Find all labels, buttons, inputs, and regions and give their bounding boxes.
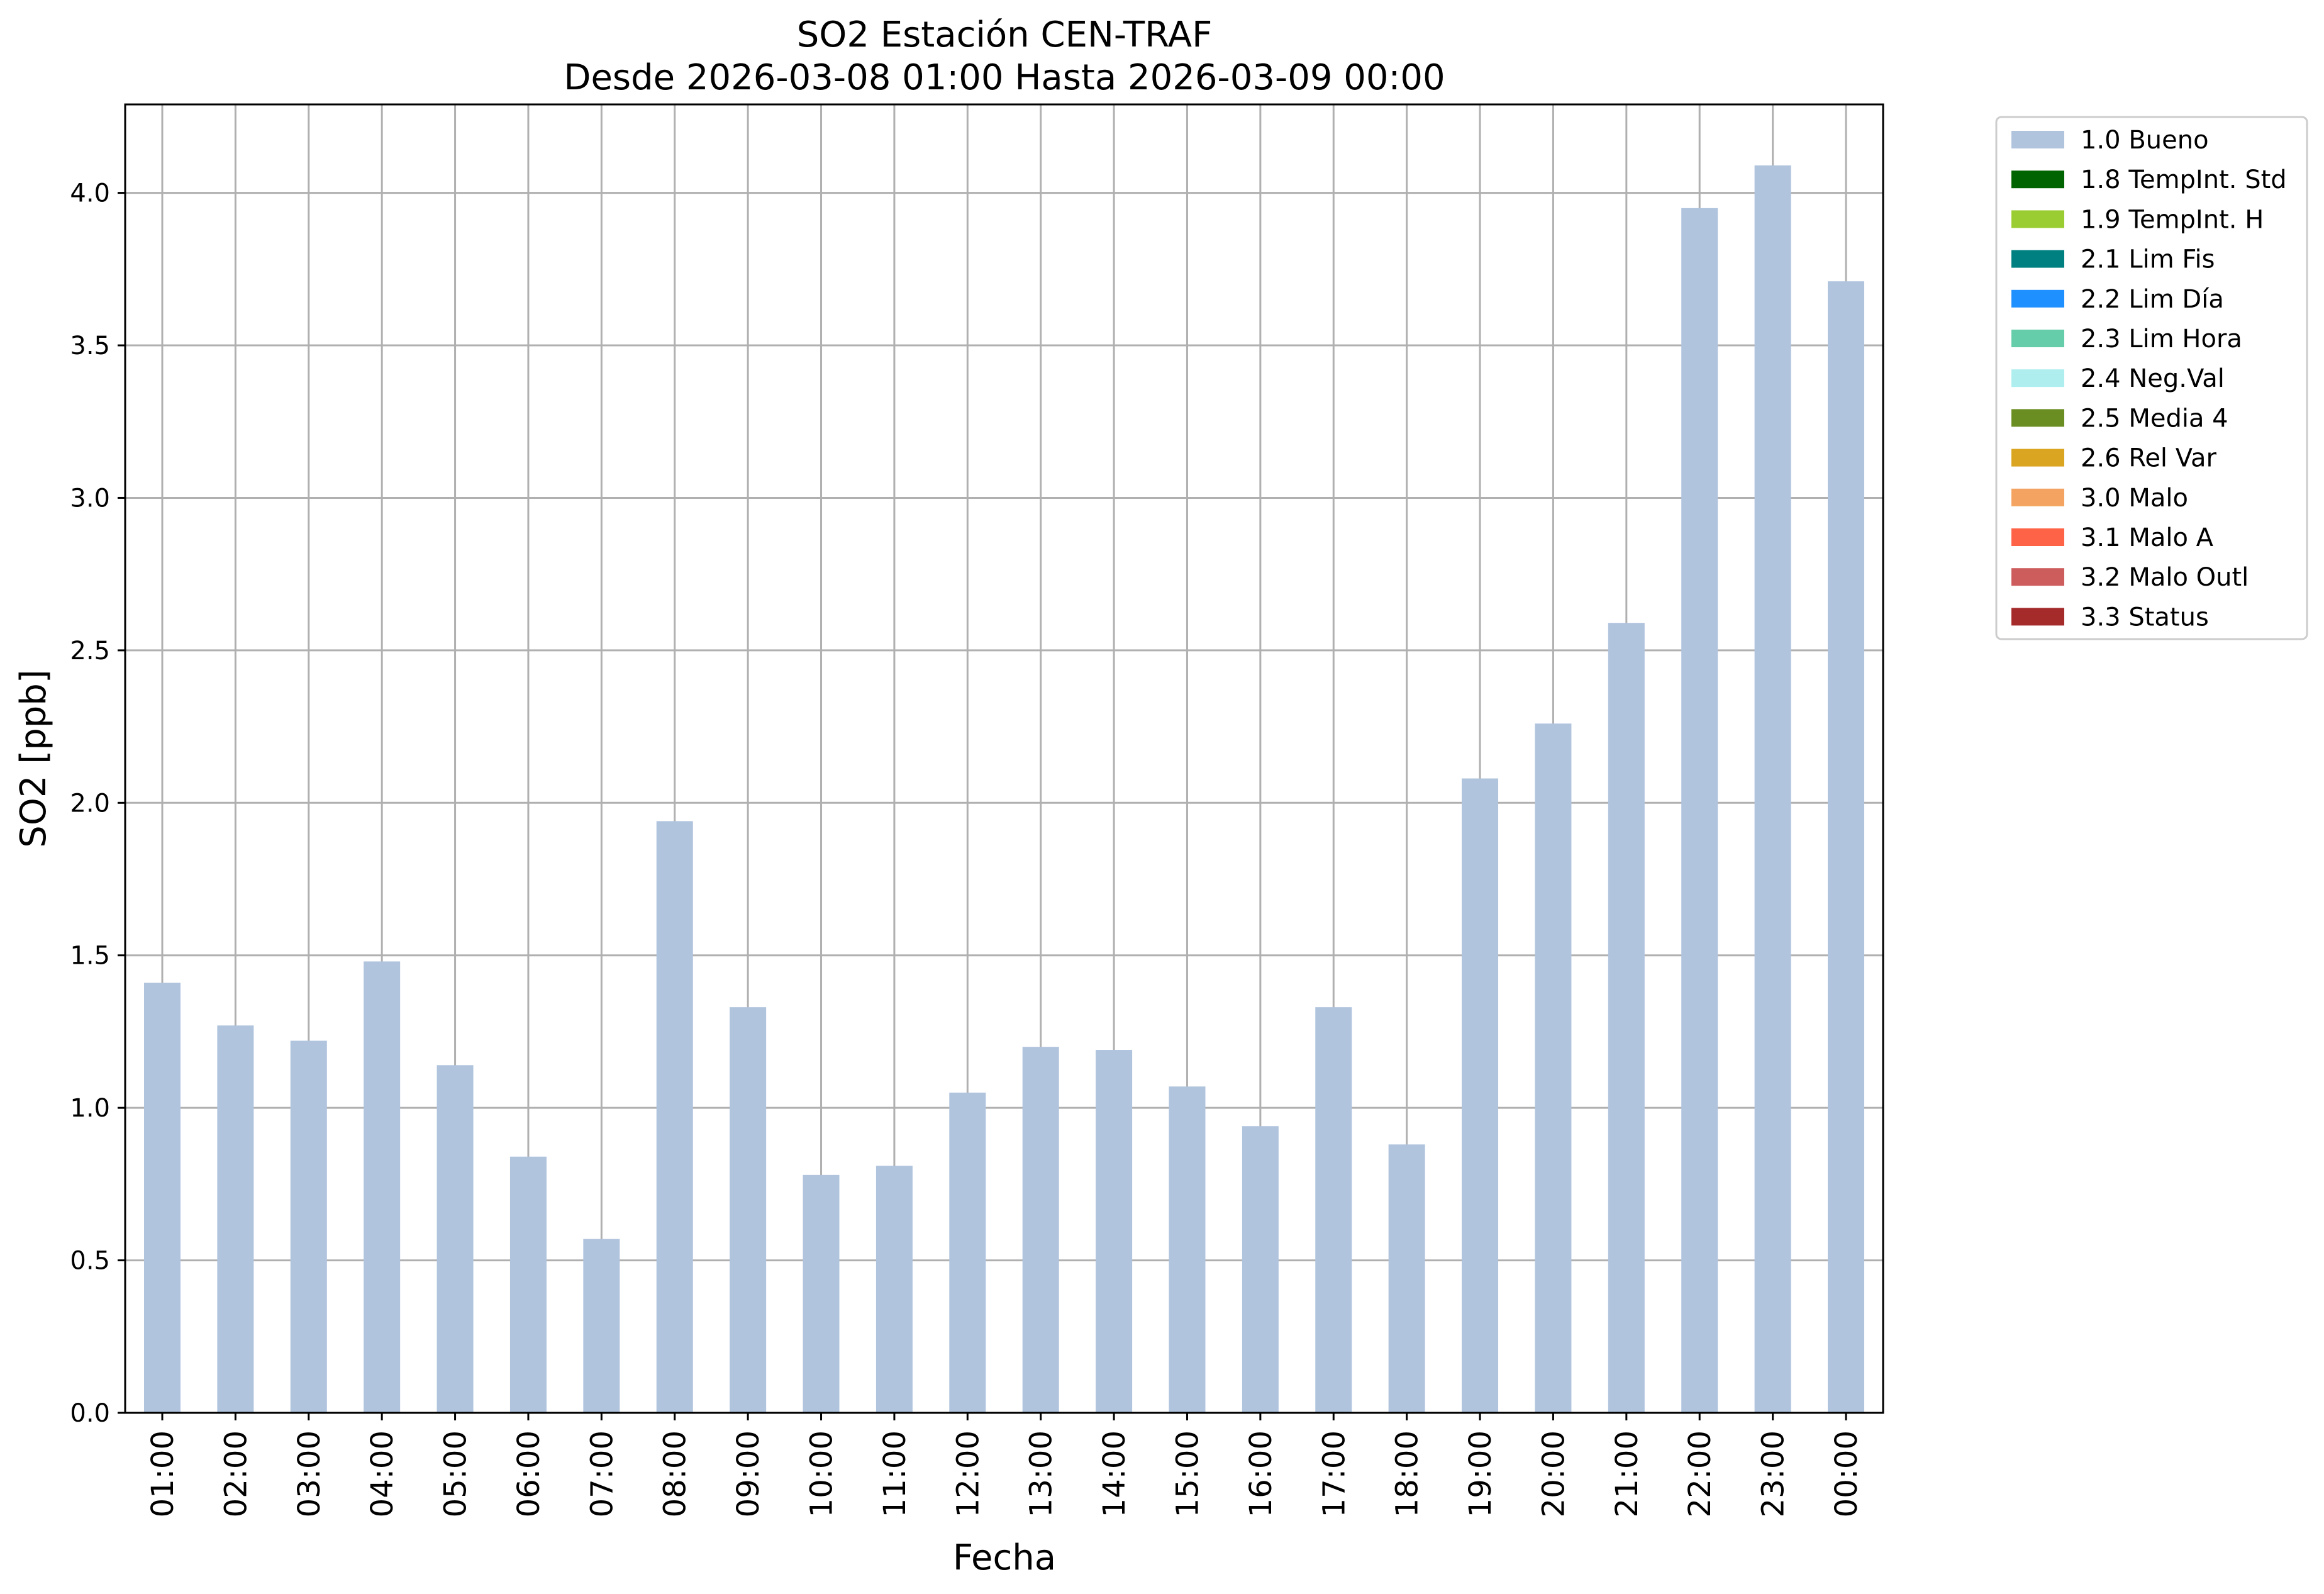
- y-tick-label: 2.0: [70, 789, 110, 818]
- x-tick-label: 13:00: [1024, 1430, 1059, 1517]
- y-tick-label: 1.5: [70, 942, 110, 971]
- legend-label: 2.5 Media 4: [2081, 404, 2228, 433]
- bar-0800: [656, 821, 693, 1413]
- bar-1400: [1096, 1050, 1133, 1413]
- legend-label: 2.1 Lim Fis: [2081, 245, 2215, 274]
- x-tick-label: 15:00: [1170, 1430, 1205, 1517]
- y-tick-label: 0.5: [70, 1247, 110, 1276]
- bar-1900: [1462, 778, 1499, 1413]
- legend-swatch: [2011, 131, 2064, 148]
- legend-label: 3.3 Status: [2081, 603, 2209, 632]
- bar-0200: [217, 1025, 254, 1413]
- legend-items: 1.0 Bueno 1.8 TempInt. Std 1.9 TempInt. H 2…: [2011, 126, 2287, 632]
- x-tick-label: 12:00: [950, 1430, 986, 1517]
- bar-1200: [949, 1092, 986, 1413]
- chart-title: SO2 Estación CEN-TRAF: [797, 14, 1213, 55]
- bar-1300: [1022, 1047, 1059, 1413]
- bar-1600: [1242, 1126, 1279, 1413]
- y-tick-label: 3.5: [70, 332, 110, 360]
- bar-2300: [1754, 165, 1791, 1413]
- y-tick-label: 1.0: [70, 1094, 110, 1123]
- legend-swatch: [2011, 289, 2064, 308]
- legend-swatch: [2011, 210, 2064, 228]
- x-tick-label: 04:00: [365, 1430, 400, 1517]
- x-tick-label: 01:00: [145, 1430, 181, 1517]
- x-axis-ticks: 01:00 02:00 03:00 04:00 05:00 06:00 07:00 08:00…: [145, 1413, 1864, 1517]
- x-tick-label: 21:00: [1610, 1430, 1645, 1517]
- legend-label: 1.0 Bueno: [2081, 126, 2209, 155]
- legend-swatch: [2011, 608, 2064, 626]
- legend-label: 2.4 Neg.Val: [2081, 364, 2225, 393]
- bar-1700: [1315, 1007, 1352, 1413]
- legend-label: 2.6 Rel Var: [2081, 444, 2217, 473]
- x-tick-label: 22:00: [1682, 1430, 1718, 1517]
- x-tick-label: 14:00: [1097, 1430, 1132, 1517]
- legend-label: 2.3 Lim Hora: [2081, 325, 2242, 354]
- bar-0600: [509, 1156, 547, 1413]
- y-tick-label: 0.0: [70, 1399, 110, 1428]
- plot-area-frame: [124, 103, 1884, 1414]
- legend-swatch: [2011, 449, 2064, 467]
- legend-swatch: [2011, 330, 2064, 347]
- legend-swatch: [2011, 528, 2064, 546]
- x-tick-label: 07:00: [584, 1430, 620, 1517]
- bar-0000: [1828, 281, 1864, 1413]
- legend-frame: [1995, 116, 2308, 640]
- plot-area-background: [125, 104, 1883, 1413]
- x-tick-label: 23:00: [1756, 1430, 1791, 1517]
- x-tick-label: 08:00: [658, 1430, 693, 1517]
- x-tick-label: 06:00: [511, 1430, 547, 1517]
- x-tick-label: 17:00: [1316, 1430, 1352, 1517]
- x-tick-label: 00:00: [1829, 1430, 1864, 1517]
- chart-subtitle: Desde 2026-03-08 01:00 Hasta 2026-03-09 …: [564, 57, 1445, 98]
- bar-1000: [803, 1174, 840, 1413]
- y-tick-label: 3.0: [70, 484, 110, 513]
- bar-0100: [144, 983, 181, 1413]
- legend-label: 1.8 TempInt. Std: [2081, 165, 2287, 194]
- bars: [144, 165, 1864, 1413]
- x-tick-label: 19:00: [1463, 1430, 1498, 1517]
- y-axis-label: SO2 [ppb]: [13, 669, 54, 847]
- y-tick-label: 4.0: [70, 179, 110, 208]
- x-tick-label: 03:00: [292, 1430, 327, 1517]
- bar-0700: [583, 1239, 620, 1413]
- x-tick-label: 09:00: [731, 1430, 766, 1517]
- bar-1800: [1388, 1144, 1425, 1413]
- legend-swatch: [2011, 409, 2064, 427]
- legend-swatch: [2011, 488, 2064, 506]
- x-tick-label: 11:00: [877, 1430, 913, 1517]
- legend: 1.0 Bueno 1.8 TempInt. Std 1.9 TempInt. H 2…: [1995, 116, 2308, 640]
- x-tick-label: 05:00: [438, 1430, 474, 1517]
- x-tick-label: 02:00: [218, 1430, 253, 1517]
- legend-swatch: [2011, 369, 2064, 387]
- bar-0500: [436, 1065, 474, 1413]
- y-axis-ticks: 0.0 0.5 1.0 1.5 2.0 2.5 3.0 3.5 4.0: [70, 179, 125, 1428]
- bar-2000: [1535, 723, 1572, 1413]
- bar-2100: [1608, 623, 1645, 1413]
- x-tick-label: 20:00: [1536, 1430, 1571, 1517]
- x-tick-label: 18:00: [1390, 1430, 1425, 1517]
- x-tick-label: 10:00: [804, 1430, 840, 1517]
- bar-0900: [730, 1007, 767, 1413]
- bar-0300: [290, 1040, 327, 1413]
- legend-label: 1.9 TempInt. H: [2081, 205, 2264, 234]
- legend-label: 3.0 Malo: [2081, 484, 2188, 513]
- legend-swatch: [2011, 568, 2064, 586]
- x-axis-label: Fecha: [953, 1537, 1056, 1578]
- x-tick-label: 16:00: [1243, 1430, 1279, 1517]
- legend-label: 3.2 Malo Outl: [2081, 563, 2249, 592]
- legend-label: 2.2 Lim Día: [2081, 285, 2224, 314]
- legend-swatch: [2011, 250, 2064, 268]
- y-tick-label: 2.5: [70, 637, 110, 666]
- legend-label: 3.1 Malo A: [2081, 523, 2214, 552]
- bar-0400: [364, 961, 401, 1413]
- bar-2200: [1681, 208, 1718, 1413]
- bar-1100: [876, 1166, 913, 1413]
- legend-swatch: [2011, 170, 2064, 189]
- bar-1500: [1169, 1086, 1206, 1413]
